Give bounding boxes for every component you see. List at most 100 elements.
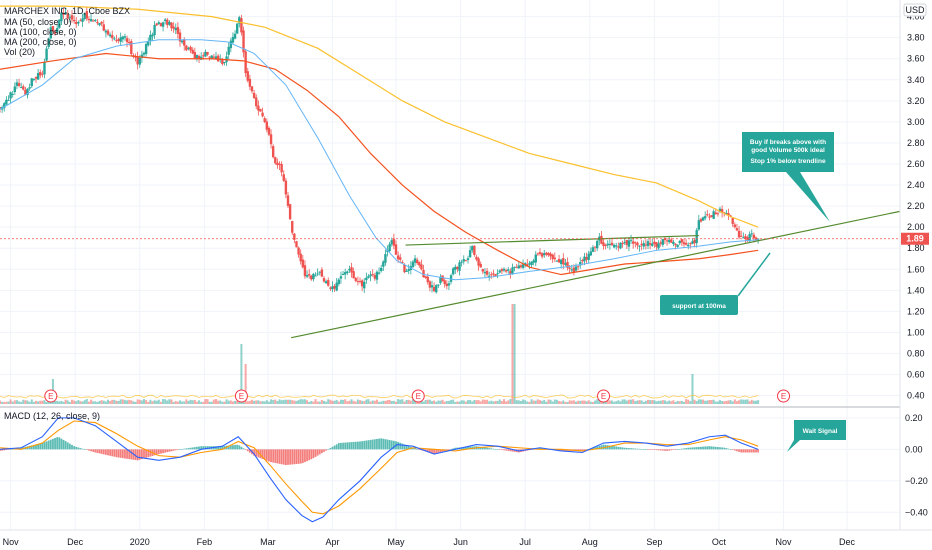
buy-note-callout[interactable]: Buy if breaks above with good Volume 500… [742, 132, 834, 222]
macd-histogram-bar [689, 447, 692, 450]
macd-histogram-bar [153, 449, 156, 456]
volume-bar [704, 400, 707, 404]
ma50-legend[interactable]: MA (50, close, 0) [4, 17, 72, 27]
macd-histogram-bar [352, 441, 355, 450]
volume-bar [441, 399, 444, 404]
trendline-resistance[interactable] [405, 234, 699, 246]
volume-bar [136, 399, 139, 404]
macd-histogram-bar [304, 449, 306, 463]
volume-bar [469, 400, 472, 404]
volume-bar [119, 399, 122, 404]
volume-bar [702, 399, 705, 404]
earnings-marker[interactable] [411, 389, 425, 403]
candle-body [625, 239, 629, 245]
volume-bar [240, 344, 243, 404]
candle-body [394, 244, 398, 255]
macd-histogram-bar [680, 448, 683, 450]
macd-pane [0, 417, 760, 523]
trendlines[interactable] [291, 210, 901, 339]
macd-histogram-bar [124, 449, 126, 459]
candle-body [170, 22, 173, 29]
candle-body [286, 195, 290, 206]
macd-histogram-bar [272, 449, 275, 463]
volume-bar [348, 400, 351, 404]
volume-bar [263, 401, 266, 404]
candle-body [263, 118, 266, 122]
candle-body [276, 162, 279, 166]
candle-body [278, 163, 281, 165]
macd-histogram-bar [221, 446, 224, 450]
time-tick-label: Jul [519, 537, 531, 547]
candle-body [252, 92, 256, 99]
support-note-callout[interactable]: support at 100ma [660, 252, 771, 315]
volume-bar [223, 401, 226, 404]
candle-body [733, 224, 737, 228]
candle-body [24, 89, 27, 95]
volume-bar [534, 400, 537, 404]
trendline-rising-support[interactable] [291, 210, 901, 339]
volume-bar [367, 399, 370, 404]
volume-bar [392, 400, 395, 404]
time-axis[interactable]: Nov Dec 2020 Feb Mar Apr May Jun Jul Aug Sep Oct Nov… [3, 537, 856, 547]
candle-body [352, 271, 355, 279]
volume-bar [193, 399, 196, 404]
macd-histogram-bar [664, 449, 666, 451]
candle-body [9, 92, 12, 99]
candle-body [119, 37, 122, 42]
volume-bar [670, 401, 673, 404]
macd-axis[interactable]: 0.20 0.00 −0.20 −0.40 [905, 413, 928, 517]
macd-histogram-bar [354, 441, 357, 450]
macd-histogram-bar [661, 449, 664, 451]
time-tick-label: Nov [776, 537, 793, 547]
ma200-legend[interactable]: MA (200, close, 0) [4, 37, 77, 47]
candle-body [316, 273, 319, 275]
earnings-marker[interactable] [777, 389, 791, 403]
macd-legend[interactable]: MACD (12, 26, close, 9) [4, 411, 100, 421]
volume-bar [68, 401, 71, 404]
macd-histogram-bar [236, 444, 239, 450]
macd-histogram-bar [397, 441, 400, 450]
volume-bar [151, 401, 154, 404]
candle-body [301, 259, 305, 268]
earnings-marker[interactable] [234, 389, 248, 403]
candle-body [62, 12, 65, 15]
candle-body [75, 21, 78, 24]
macd-histogram-bar [52, 438, 54, 450]
earnings-marker[interactable] [597, 389, 611, 403]
candle-body [413, 258, 417, 263]
macd-histogram-bar [439, 449, 442, 453]
macd-histogram-bar [378, 438, 380, 450]
candle-body [288, 204, 292, 220]
candle-body [202, 55, 205, 57]
wait-note-callout[interactable]: Wait Signal [787, 420, 846, 452]
candle-body [3, 103, 6, 109]
macd-histogram-bar [238, 445, 241, 450]
candle-body [115, 40, 118, 42]
volume-legend[interactable]: Vol (20) [4, 47, 35, 57]
macd-histogram-bar [219, 446, 222, 450]
candle-body [85, 11, 89, 19]
price-axis[interactable]: 4.00 3.80 3.60 3.40 3.20 3.00 2.80 2.60 2.40 2.20… [907, 12, 925, 401]
last-price-value: 1.89 [906, 234, 924, 244]
macd-histogram-bar [35, 444, 37, 450]
macd-histogram-bar [731, 449, 734, 450]
earnings-marker[interactable] [44, 389, 58, 403]
volume-bar [729, 400, 732, 404]
candle-body [532, 260, 535, 263]
candle-body [559, 259, 563, 265]
candle-body [318, 271, 321, 273]
volume-bar [361, 400, 364, 404]
candle-body [545, 252, 548, 255]
ma100-legend[interactable]: MA (100, close, 0) [4, 27, 77, 37]
volume-bar [752, 400, 755, 404]
volume-bar [198, 400, 201, 404]
volume-bar [553, 399, 556, 404]
candle-body [540, 253, 544, 257]
symbol-legend[interactable]: MARCHEX INC, 1D, Cboe BZX [4, 6, 130, 16]
macd-histogram-bar [333, 445, 336, 450]
volume-bar [617, 400, 620, 404]
candle-body [49, 27, 53, 39]
currency-badge[interactable] [903, 3, 927, 17]
